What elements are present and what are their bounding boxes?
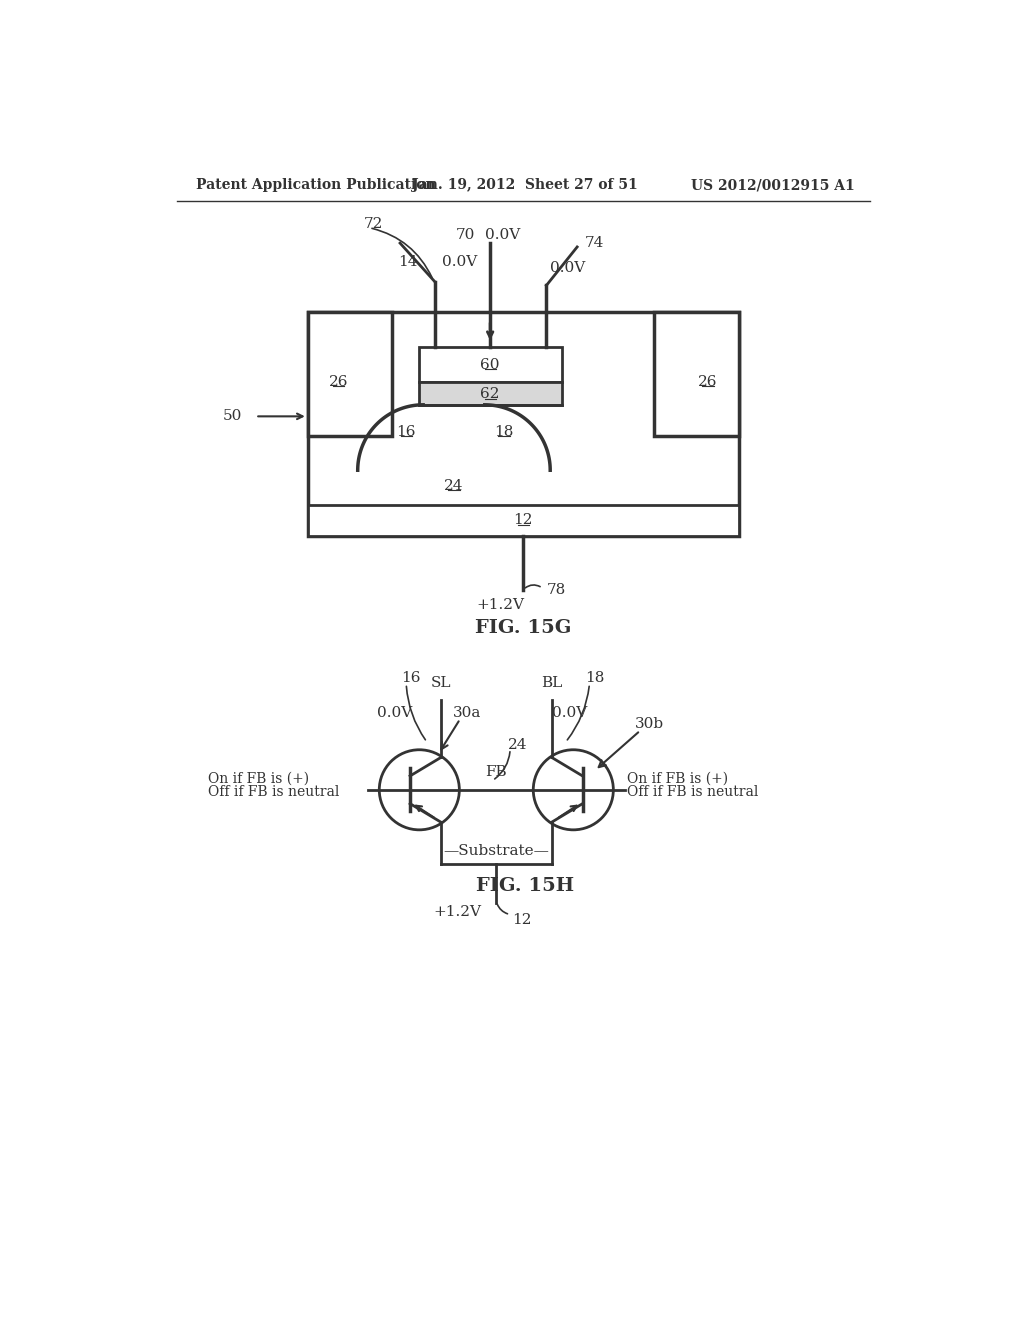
Bar bbox=[419, 381, 562, 405]
Text: 14: 14 bbox=[398, 255, 418, 269]
Text: 78: 78 bbox=[547, 582, 565, 597]
Bar bbox=[419, 347, 562, 381]
Text: 72: 72 bbox=[364, 216, 383, 231]
Bar bbox=[654, 313, 739, 436]
Text: On if FB is (+): On if FB is (+) bbox=[208, 771, 308, 785]
Text: 30b: 30b bbox=[635, 717, 664, 731]
Text: 12: 12 bbox=[512, 913, 531, 927]
Text: 0.0V: 0.0V bbox=[550, 261, 586, 275]
Text: SL: SL bbox=[431, 676, 452, 689]
Text: 26: 26 bbox=[698, 375, 718, 388]
Text: 74: 74 bbox=[585, 236, 604, 249]
Text: Off if FB is neutral: Off if FB is neutral bbox=[628, 785, 759, 799]
Text: Off if FB is neutral: Off if FB is neutral bbox=[208, 785, 339, 799]
Bar bbox=[307, 313, 739, 536]
Text: 70: 70 bbox=[456, 228, 475, 243]
Text: 0.0V: 0.0V bbox=[442, 255, 477, 269]
Bar bbox=[307, 506, 739, 536]
Text: Patent Application Publication: Patent Application Publication bbox=[196, 178, 435, 193]
Text: 30a: 30a bbox=[453, 706, 481, 719]
Text: 0.0V: 0.0V bbox=[377, 706, 413, 719]
Text: 26: 26 bbox=[329, 375, 348, 388]
Text: 24: 24 bbox=[508, 738, 527, 752]
Text: On if FB is (+): On if FB is (+) bbox=[628, 771, 728, 785]
Text: 16: 16 bbox=[396, 425, 416, 438]
Text: BL: BL bbox=[541, 676, 562, 689]
Text: +1.2V: +1.2V bbox=[476, 598, 524, 612]
Text: Jan. 19, 2012  Sheet 27 of 51: Jan. 19, 2012 Sheet 27 of 51 bbox=[412, 178, 638, 193]
Text: 18: 18 bbox=[495, 425, 514, 438]
Text: 50: 50 bbox=[223, 409, 243, 424]
Text: +1.2V: +1.2V bbox=[433, 906, 481, 919]
Bar bbox=[307, 313, 392, 436]
Text: US 2012/0012915 A1: US 2012/0012915 A1 bbox=[690, 178, 854, 193]
Text: 0.0V: 0.0V bbox=[484, 228, 520, 243]
Text: FIG. 15H: FIG. 15H bbox=[476, 876, 573, 895]
Text: 0.0V: 0.0V bbox=[552, 706, 587, 719]
Text: 12: 12 bbox=[513, 513, 534, 527]
Text: 62: 62 bbox=[480, 387, 500, 401]
Text: —Substrate—: —Substrate— bbox=[443, 845, 549, 858]
Text: 60: 60 bbox=[480, 358, 500, 372]
Text: 18: 18 bbox=[585, 671, 604, 685]
Text: 16: 16 bbox=[401, 671, 421, 685]
Text: FIG. 15G: FIG. 15G bbox=[475, 619, 571, 638]
Text: 24: 24 bbox=[444, 479, 464, 492]
Text: FB: FB bbox=[485, 766, 507, 779]
